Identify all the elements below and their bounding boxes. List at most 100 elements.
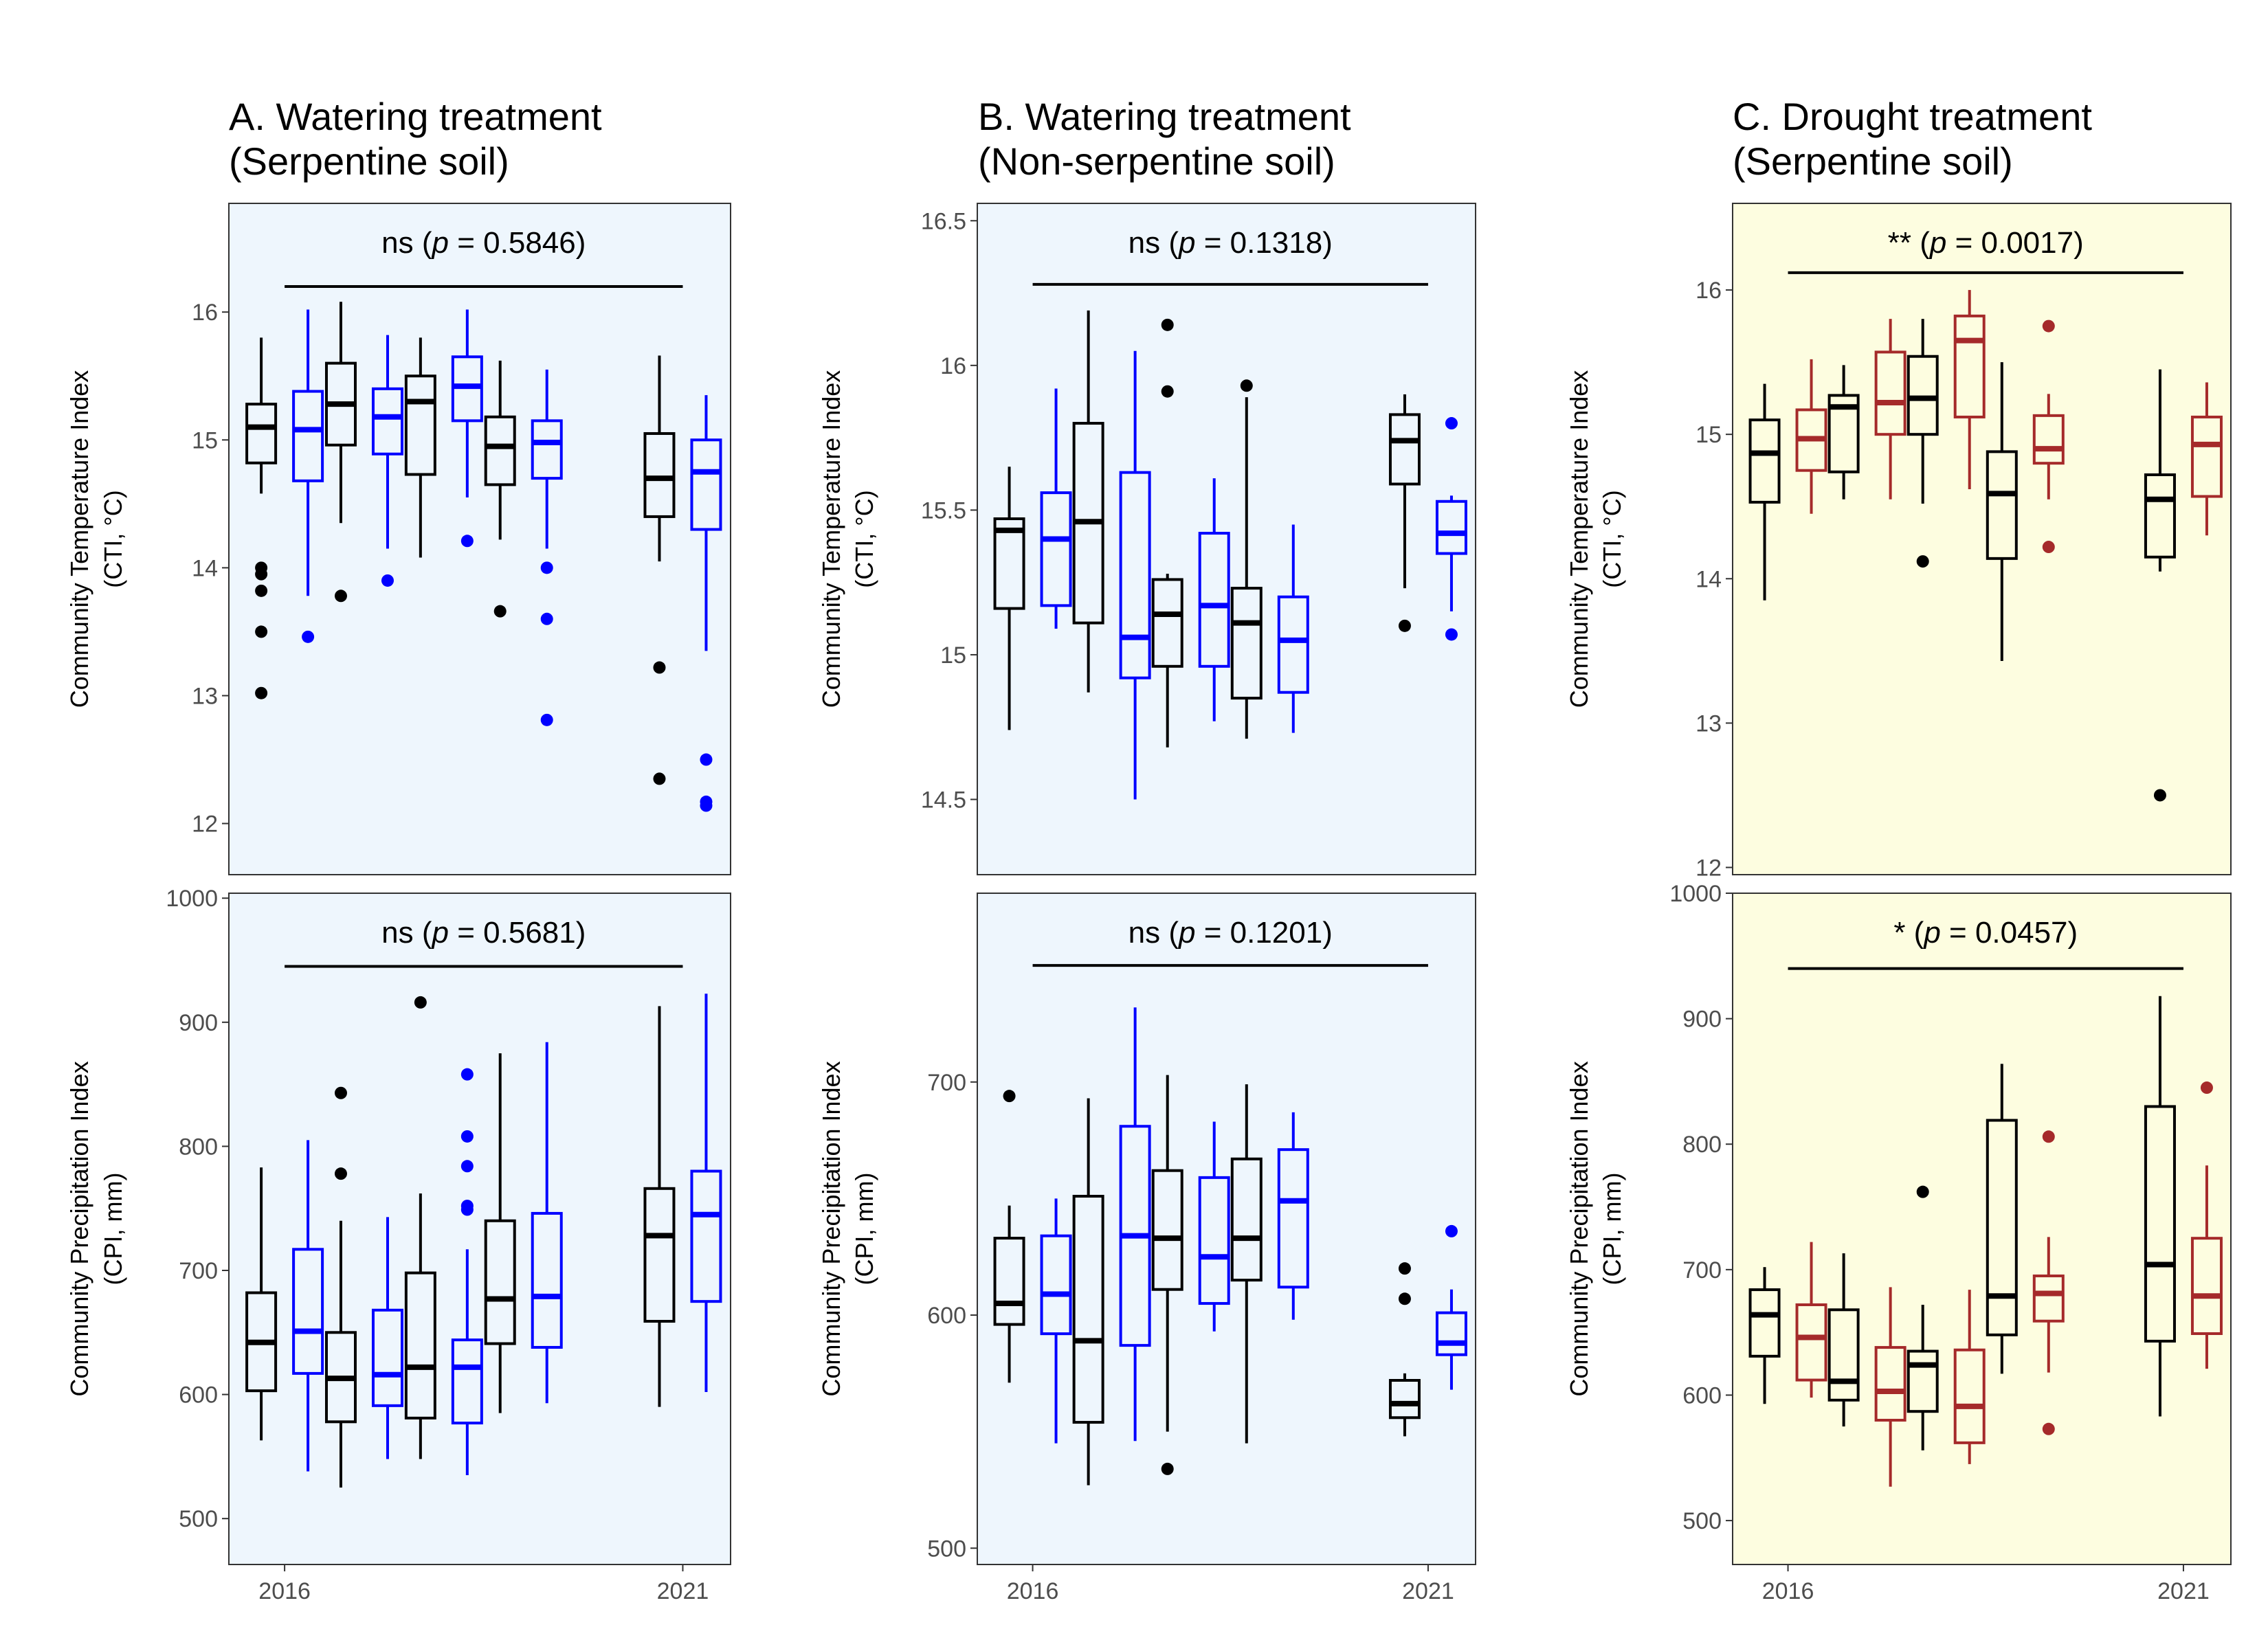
x-tick-label: 2016 [258, 1578, 311, 1604]
outlier-point [2042, 1422, 2055, 1435]
y-axis-label: Community Precipitation Index [817, 1061, 845, 1396]
x-tick-label: 2021 [657, 1578, 709, 1604]
y-axis-label-units: (CPI, mm) [1598, 1173, 1626, 1286]
y-tick-label: 14.5 [921, 787, 966, 814]
box [451, 1338, 483, 1425]
y-axis-label-units: (CTI, °C) [850, 490, 878, 587]
box [404, 1271, 436, 1420]
outlier-point [255, 625, 268, 638]
plot-background [1733, 203, 2231, 875]
box [1119, 471, 1151, 680]
panel-b-bottom: 500 600 700 2016 2021 Community Precipitation… [817, 893, 1476, 1604]
plot-background [1733, 893, 2231, 1564]
box [1435, 500, 1467, 555]
box [2144, 1105, 2176, 1343]
significance-label: ** (p = 0.0017) [1888, 226, 2084, 260]
panel-a-subtitle: (Serpentine soil) [229, 139, 509, 183]
outlier-point [2153, 789, 2166, 802]
box [531, 1211, 563, 1349]
outlier-point [460, 1203, 474, 1216]
box [1986, 1119, 2018, 1336]
box [1748, 1288, 1781, 1358]
y-axis-label: Community Temperature Index [65, 370, 93, 708]
y-tick-label: 500 [927, 1536, 966, 1562]
y-tick-label: 15 [1696, 422, 1722, 448]
box [1388, 1379, 1421, 1420]
outlier-point [1240, 379, 1253, 392]
y-axis-label-units: (CTI, °C) [1598, 490, 1626, 587]
outlier-point [700, 799, 713, 812]
box [1906, 355, 1939, 436]
y-tick-label: 1000 [166, 886, 218, 912]
panel-c-bottom: 500 600 700 800 900 1000 2016 2021 Community Pre… [1565, 881, 2232, 1604]
box [371, 387, 403, 456]
outlier-point [460, 1160, 474, 1173]
outlier-point [1003, 1090, 1016, 1103]
box [2190, 415, 2223, 498]
plot-background [977, 893, 1476, 1564]
y-axis-label: Community Temperature Index [817, 370, 845, 708]
box [1795, 1303, 1827, 1382]
box [1435, 1311, 1467, 1356]
outlier-point [302, 630, 315, 643]
outlier-point [2042, 319, 2055, 333]
y-tick-label: 1000 [1669, 881, 1722, 907]
box [690, 1169, 722, 1303]
outlier-point [1161, 385, 1174, 398]
y-axis-label-units: (CTI, °C) [99, 490, 127, 587]
plot-border [977, 893, 1476, 1565]
outlier-point [334, 590, 347, 603]
outlier-point [334, 1086, 347, 1099]
outlier-point [1916, 555, 1929, 568]
box [1827, 1308, 1860, 1402]
outlier-point [540, 561, 553, 574]
y-tick-label: 700 [927, 1070, 966, 1096]
outlier-point [1445, 628, 1458, 641]
y-tick-label: 13 [192, 683, 218, 709]
box [643, 1187, 676, 1323]
y-tick-label: 600 [179, 1382, 218, 1409]
outlier-point [540, 713, 553, 726]
plot-border [977, 203, 1476, 875]
panel-b: 14.5 15 15.5 16 16.5 Community Temperature In… [817, 203, 1476, 875]
box [404, 374, 436, 476]
x-tick-label: 2021 [1402, 1578, 1454, 1604]
outlier-point [334, 1167, 347, 1180]
outlier-point [1398, 1262, 1411, 1275]
y-tick-label: 15 [940, 642, 966, 669]
plot-border [1732, 203, 2232, 875]
y-tick-label: 13 [1696, 710, 1722, 737]
box [292, 390, 324, 482]
outlier-point [653, 661, 666, 674]
outlier-point [1445, 417, 1458, 430]
box [1040, 491, 1072, 607]
y-tick-label: 15.5 [921, 497, 966, 524]
box [1151, 578, 1183, 668]
box [2032, 414, 2065, 465]
box [2144, 473, 2176, 559]
y-axis-label: Community Precipitation Index [65, 1061, 93, 1396]
box [1277, 1148, 1309, 1289]
box [484, 1219, 516, 1345]
y-tick-label: 900 [179, 1010, 218, 1036]
y-tick-label: 900 [1682, 1007, 1722, 1033]
y-tick-label: 16.5 [921, 208, 966, 234]
panel-c-subtitle: (Serpentine soil) [1733, 139, 2013, 183]
outlier-point [381, 574, 394, 587]
y-tick-label: 16 [940, 353, 966, 379]
outlier-point [255, 568, 268, 581]
panel-c: 12 13 14 15 16 Community Temperature Index (CT… [1565, 203, 2232, 881]
outlier-point [460, 1130, 474, 1143]
outlier-point [460, 535, 474, 548]
box [1198, 532, 1230, 668]
panel-c-title: C. Drought treatment [1733, 95, 2092, 138]
plot-border [228, 893, 731, 1565]
outlier-point [1398, 619, 1411, 632]
y-tick-label: 15 [192, 427, 218, 453]
y-axis-label-units: (CPI, mm) [850, 1173, 878, 1286]
outlier-point [653, 772, 666, 785]
y-tick-label: 500 [1682, 1508, 1722, 1534]
box [1230, 587, 1263, 700]
y-tick-label: 700 [1682, 1257, 1722, 1283]
